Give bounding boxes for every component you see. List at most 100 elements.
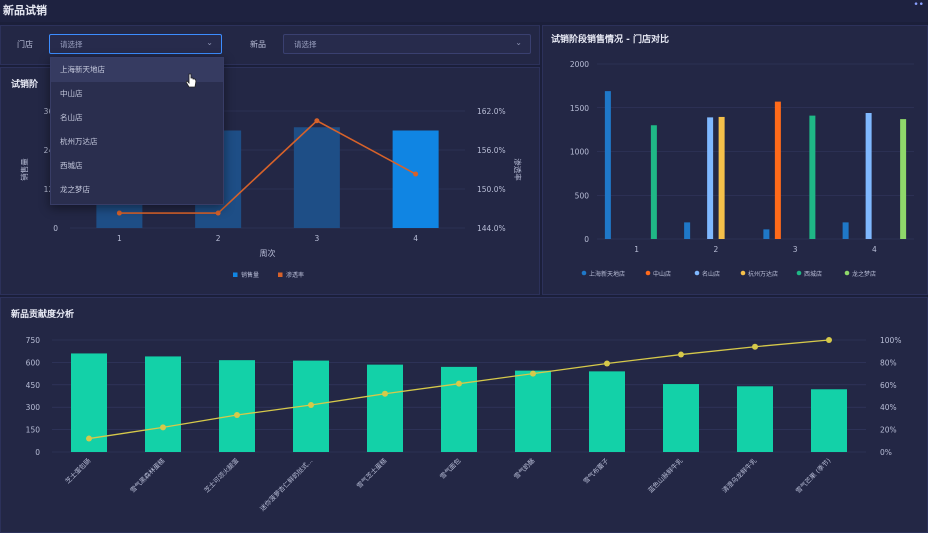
x-tick-label: 蓝色山脉鲜牛乳 xyxy=(646,456,685,495)
rate-point xyxy=(413,171,419,177)
contribution-chart: 0 150 300 450 600 750 0% 20% 40% 60% 80% 100% 芝士蛋包肠 雪… xyxy=(26,336,902,513)
bar xyxy=(763,229,770,239)
bar xyxy=(900,119,907,239)
x-tick-label: 雪气布蕾子 xyxy=(581,456,611,486)
y2-tick-label: 156.0% xyxy=(477,146,506,155)
x-tick-label: 3 xyxy=(793,245,798,254)
bar xyxy=(774,101,781,239)
legend-label: 上海新天地店 xyxy=(589,270,625,278)
x-tick-label: 迷你菠萝杏仁鲜奶挞式... xyxy=(258,456,315,513)
chevron-down-icon: ⌄ xyxy=(515,38,522,47)
product-select[interactable]: 请选择 ⌄ xyxy=(283,34,531,54)
dropdown-option[interactable]: 中山店 xyxy=(60,89,83,98)
dropdown-option[interactable]: 上海新天地店 xyxy=(51,58,223,82)
legend-label: 渗透率 xyxy=(286,271,304,279)
store-compare-title: 试销阶段销售情况 - 门店对比 xyxy=(551,35,670,45)
dropdown-option[interactable]: 名山店 xyxy=(60,113,83,122)
bar xyxy=(441,366,477,452)
cumulative-point xyxy=(678,351,684,358)
x-tick-label: 芝士蛋包肠 xyxy=(63,456,93,486)
rate-line xyxy=(119,119,417,214)
y-tick-label: 300 xyxy=(26,403,41,412)
y2-tick-label: 100% xyxy=(880,336,901,345)
cumulative-point xyxy=(234,412,240,419)
y2-tick-label: 150.0% xyxy=(477,185,506,194)
dropdown-option[interactable]: 龙之梦店 xyxy=(60,185,90,194)
x-tick-label: 雪气芒果 (季节) xyxy=(793,456,832,495)
bar xyxy=(865,113,872,239)
bar xyxy=(737,386,773,452)
bar xyxy=(367,364,403,452)
store-select[interactable]: 请选择 ⌄ xyxy=(49,34,222,54)
legend-swatch xyxy=(694,270,700,276)
x-tick-label: 2 xyxy=(713,245,718,254)
chevron-down-icon: ⌄ xyxy=(206,38,213,47)
bar xyxy=(604,91,611,239)
x-tick-label: 雪气奶酪 xyxy=(512,456,537,481)
cumulative-point xyxy=(456,380,462,387)
product-filter-label: 新品 xyxy=(250,40,266,49)
legend-swatch xyxy=(581,270,587,276)
bar xyxy=(811,389,847,452)
rate-point xyxy=(215,210,221,216)
legend-label: 名山店 xyxy=(702,270,720,278)
bar xyxy=(809,115,816,239)
y-tick-label: 600 xyxy=(26,358,41,367)
trial-sales-title: 试销阶 xyxy=(11,80,39,90)
bar xyxy=(293,127,340,228)
legend-label: 销售量 xyxy=(241,271,259,279)
x-axis-label: 周次 xyxy=(260,248,276,258)
legend-label: 西城店 xyxy=(804,270,822,278)
cumulative-point xyxy=(86,435,92,442)
bar xyxy=(684,222,691,239)
legend-swatch xyxy=(645,270,651,276)
y-tick-label: 450 xyxy=(26,381,41,390)
store-filter-label: 门店 xyxy=(17,40,33,49)
bar xyxy=(392,130,439,228)
y-tick-label: 500 xyxy=(575,191,590,200)
bar xyxy=(650,125,657,239)
bar xyxy=(145,356,181,452)
x-tick-label: 2 xyxy=(216,234,221,243)
more-icon[interactable]: •• xyxy=(913,0,924,10)
app-header: 新品试销 •• xyxy=(0,0,928,22)
bar xyxy=(663,384,699,452)
legend-swatch xyxy=(233,272,238,277)
x-tick-label: 4 xyxy=(872,245,877,254)
legend-swatch xyxy=(740,270,746,276)
x-tick-label: 雪气芝士蛋糕 xyxy=(354,456,388,490)
y2-tick-label: 60% xyxy=(880,381,897,390)
y-tick-label: 750 xyxy=(26,336,41,345)
legend-label: 中山店 xyxy=(653,270,671,278)
dropdown-option[interactable]: 杭州万达店 xyxy=(60,137,98,146)
y-tick-label: 0 xyxy=(53,224,58,233)
legend-swatch xyxy=(278,272,283,277)
x-tick-label: 雪气黑森林蛋糕 xyxy=(128,456,167,495)
y2-tick-label: 20% xyxy=(880,426,897,435)
y-tick-label: 1000 xyxy=(570,148,589,157)
cumulative-point xyxy=(826,337,832,343)
legend-label: 杭州万达店 xyxy=(748,270,778,278)
cumulative-point xyxy=(530,370,536,377)
bar xyxy=(718,116,725,239)
dropdown-option[interactable]: 西城店 xyxy=(60,161,83,170)
x-tick-label: 1 xyxy=(634,245,639,254)
cumulative-point xyxy=(382,390,388,397)
bar xyxy=(515,370,551,452)
y2-axis-label: 渗透率 xyxy=(513,158,523,181)
contribution-title: 新品贡献度分析 xyxy=(11,310,75,320)
cumulative-point xyxy=(604,360,610,367)
y2-tick-label: 80% xyxy=(880,358,897,367)
bar xyxy=(219,360,255,452)
x-tick-label: 芝士可颂火腿蛋 xyxy=(202,456,241,495)
x-tick-label: 3 xyxy=(314,234,319,243)
x-tick-label: 清澄乌龙鲜牛乳 xyxy=(720,456,759,495)
y2-tick-label: 40% xyxy=(880,403,897,412)
rate-point xyxy=(314,118,320,124)
legend-swatch xyxy=(796,270,802,276)
y-tick-label: 150 xyxy=(26,426,41,435)
x-tick-label: 雪气面包 xyxy=(438,456,463,481)
store-compare-chart: 0 500 1000 1500 2000 1 2 3 4 上海新天地店 中山店 名山店 杭州万达店 西城店… xyxy=(570,60,914,278)
y-tick-label: 1500 xyxy=(570,104,589,113)
y-tick-label: 0 xyxy=(35,448,40,457)
